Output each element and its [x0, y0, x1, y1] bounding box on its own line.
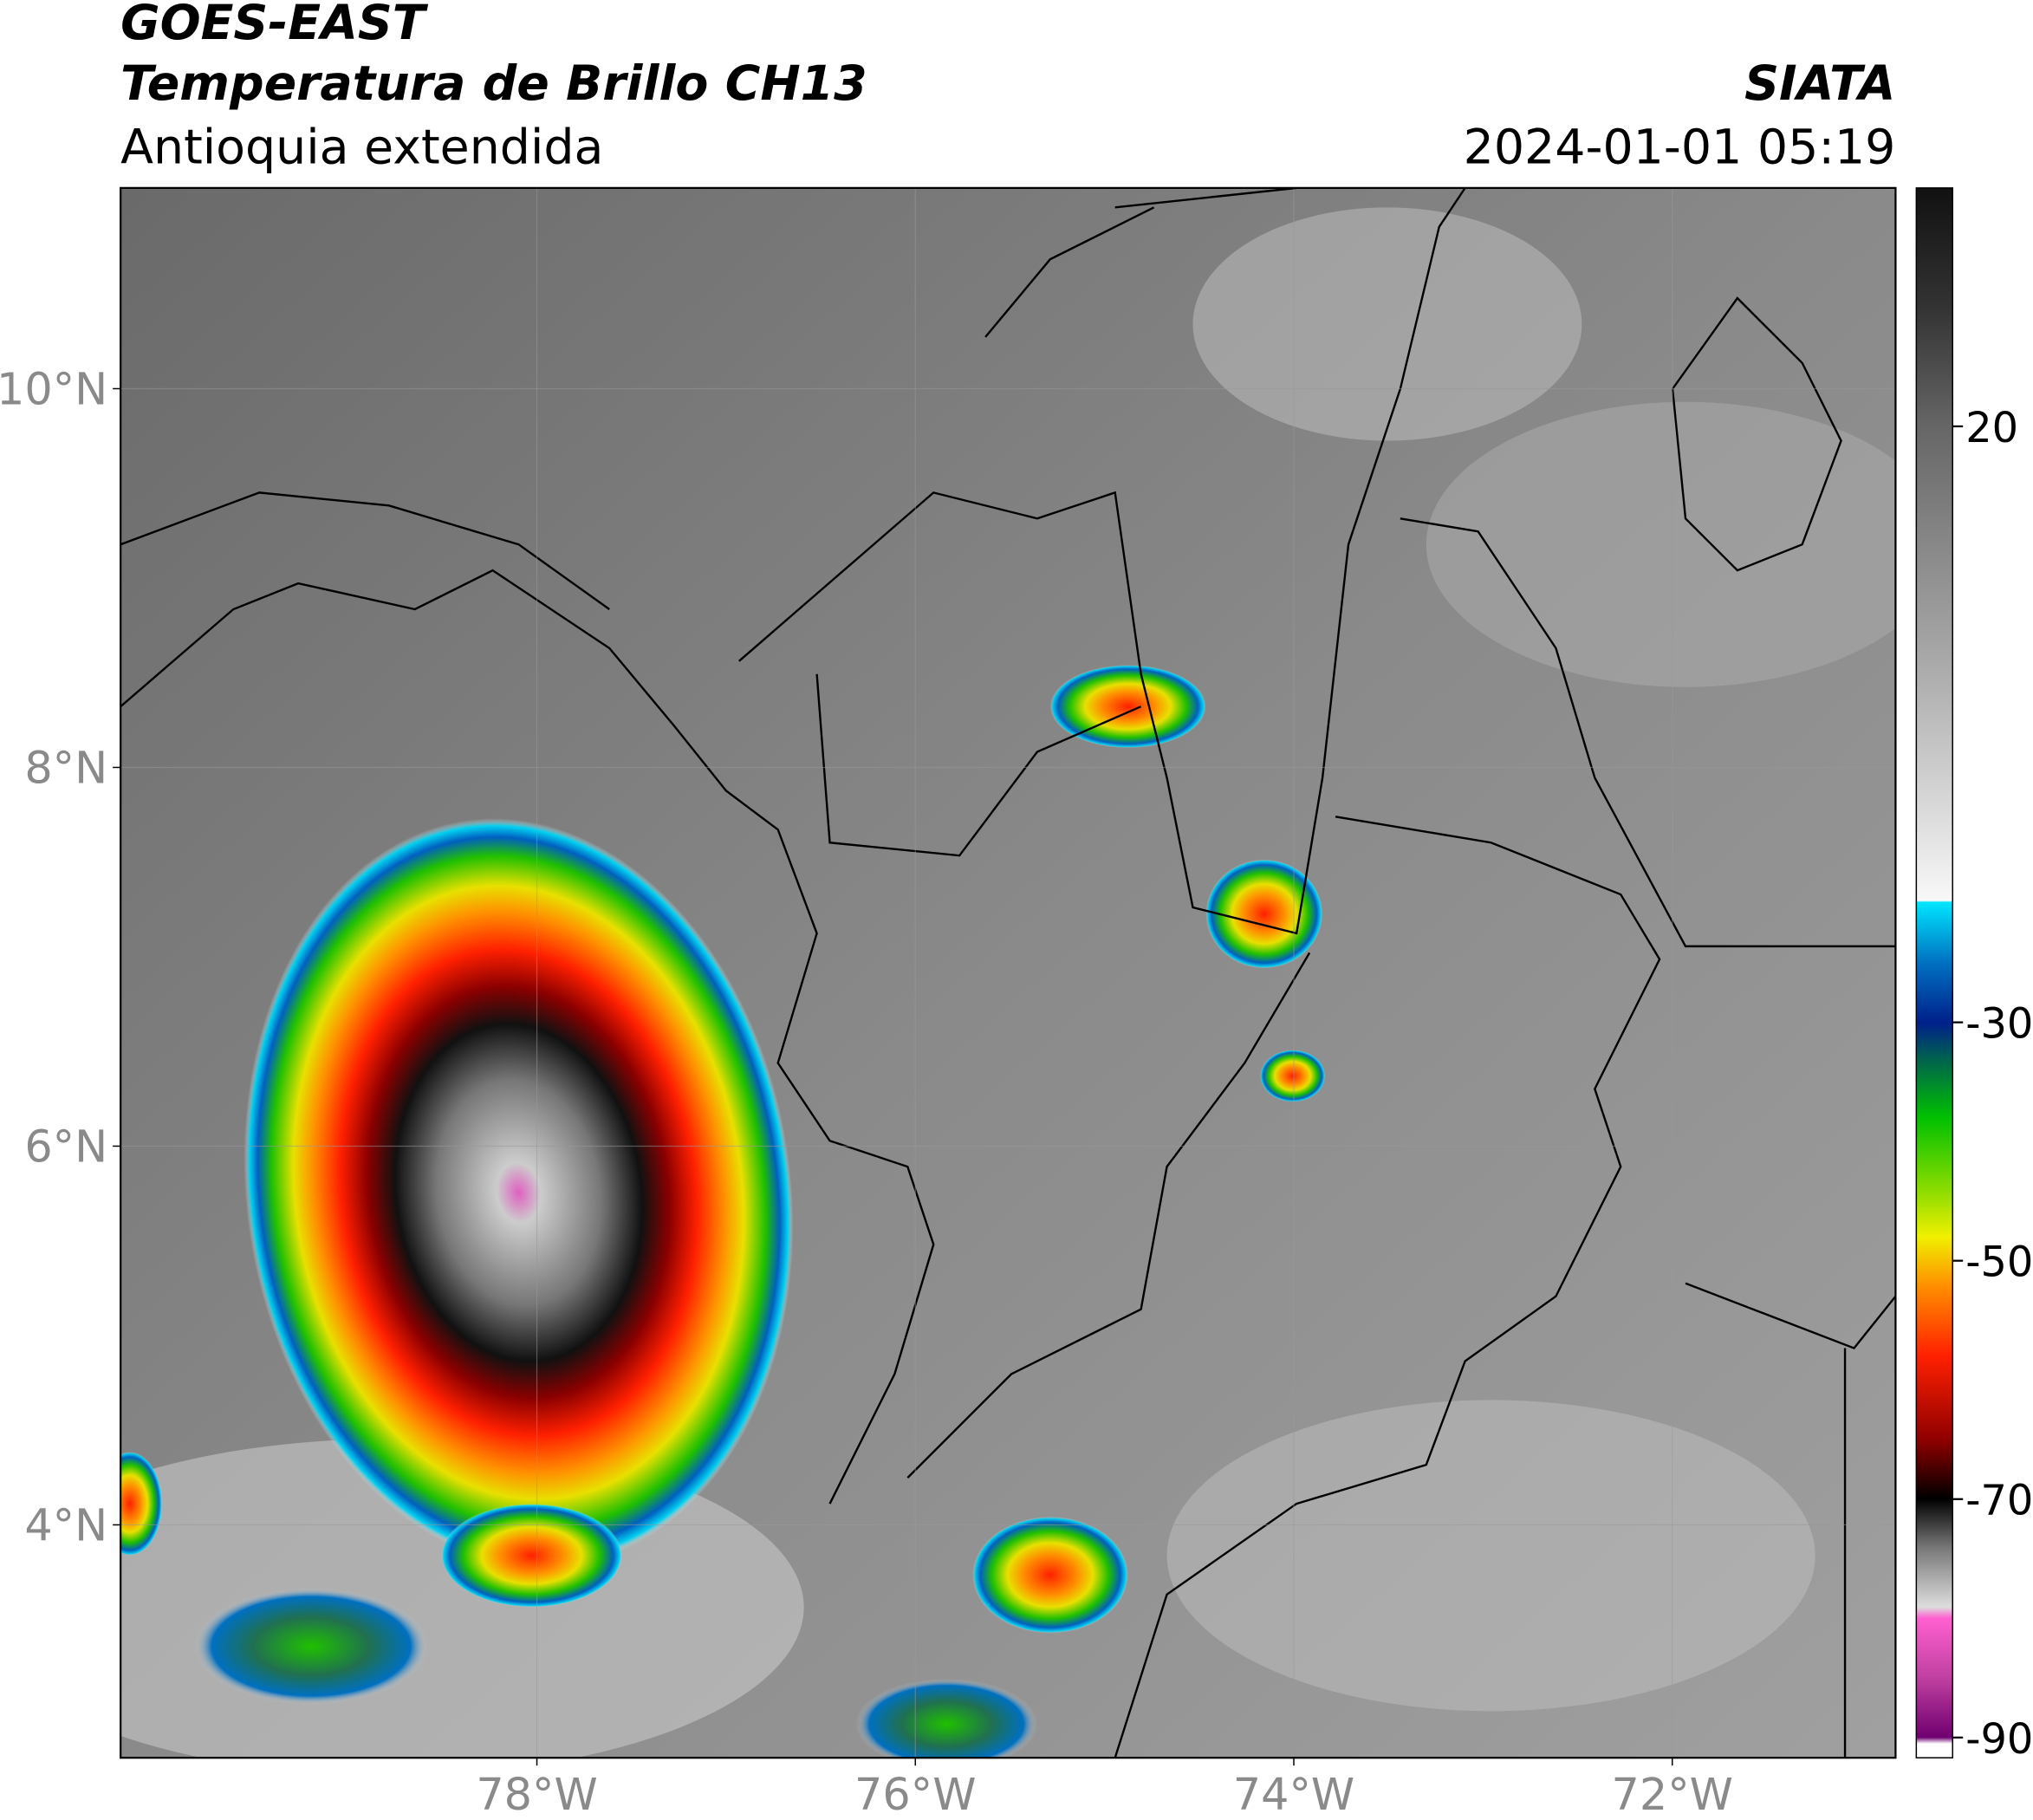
lon-tick-label: 78°W: [476, 1769, 597, 1820]
graticule: [113, 187, 1896, 1766]
timestamp: 2024-01-01 05:19: [1464, 120, 1896, 175]
colorbar-tick-label: -50: [1965, 1239, 2033, 1287]
colorbar-tick-label: -30: [1965, 1001, 2033, 1049]
title: GOES-EAST: [120, 0, 429, 51]
subtitle: Antioquia extendida: [120, 120, 603, 175]
lon-tick-label: 76°W: [854, 1769, 976, 1820]
lon-tick-label: 72°W: [1612, 1769, 1733, 1820]
colorbar-tick-label: -70: [1965, 1478, 2033, 1525]
lat-tick-label: 8°N: [24, 742, 107, 793]
map-frame: [120, 186, 1897, 1759]
colorbar-tick-label: 20: [1965, 405, 2018, 452]
organization: SIATA: [1744, 56, 1895, 112]
lat-tick-label: 10°N: [0, 363, 107, 414]
satellite-image: [120, 187, 1896, 1758]
colorbar: [1915, 187, 1953, 1758]
title: Temperatura de Brillo CH13: [120, 56, 867, 112]
colorbar-tick-label: -90: [1965, 1716, 2033, 1764]
lat-tick-label: 6°N: [24, 1121, 107, 1172]
lon-tick-label: 74°W: [1233, 1769, 1354, 1820]
lat-tick-label: 4°N: [24, 1499, 107, 1550]
